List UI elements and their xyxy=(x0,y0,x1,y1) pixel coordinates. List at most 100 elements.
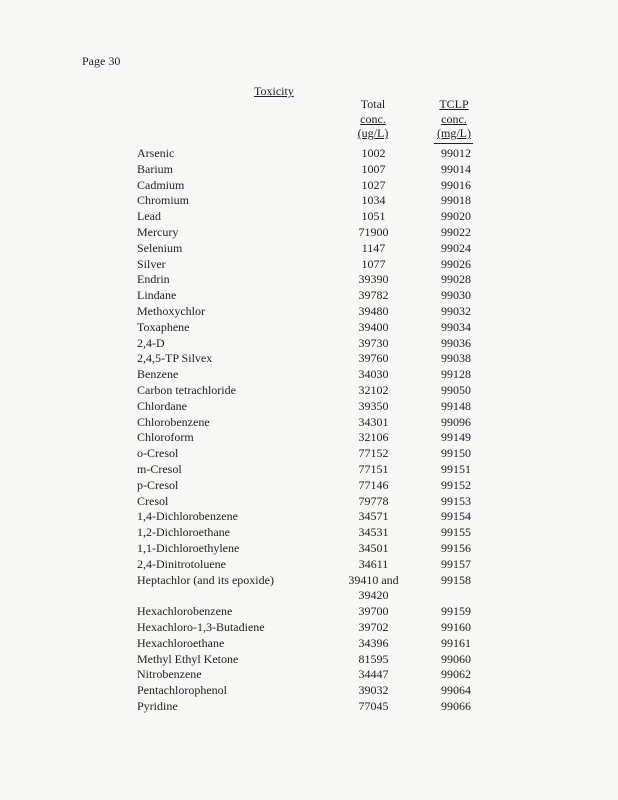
table-row: Mercury 71900 99022 xyxy=(137,225,477,241)
tclp-conc-code: 99016 xyxy=(441,177,471,192)
total-conc-code: 1147 xyxy=(361,240,386,255)
total-conc-code: 39400 xyxy=(358,319,389,334)
constituent-name: p-Cresol xyxy=(137,477,179,492)
total-conc-code: 1051 xyxy=(361,209,386,224)
tclp-conc-code: 99152 xyxy=(441,477,471,492)
tclp-conc-code: 99150 xyxy=(441,446,471,461)
constituent-name: Pyridine xyxy=(137,698,178,713)
table-row: Hexachloroethane 34396 99161 xyxy=(137,636,477,652)
table-row: Pyridine 77045 99066 xyxy=(137,699,477,715)
constituent-name: Chromium xyxy=(137,193,190,208)
tclp-conc-code: 99022 xyxy=(441,224,471,239)
constituent-name: Pentachlorophenol xyxy=(137,683,227,698)
header-line: conc. xyxy=(360,111,386,126)
constituent-name: Mercury xyxy=(137,224,179,239)
table-row: Lindane 39782 99030 xyxy=(137,288,477,304)
table-row: 1,4-Dichlorobenzene 34571 99154 xyxy=(137,509,477,525)
total-conc-code: 79778 xyxy=(358,493,389,508)
constituent-name: Heptachlor (and its epoxide) xyxy=(137,572,274,587)
total-conc-code: 1027 xyxy=(361,177,386,192)
constituent-name: Barium xyxy=(137,161,173,176)
constituent-name: Chlorobenzene xyxy=(137,414,210,429)
tclp-conc-code: 99062 xyxy=(441,667,471,682)
tclp-conc-code: 99149 xyxy=(441,430,471,445)
tclp-conc-code: 99028 xyxy=(441,272,471,287)
tclp-conc-code: 99030 xyxy=(441,288,471,303)
total-conc-code: 34396 xyxy=(358,635,389,650)
header-line: TCLP xyxy=(439,97,469,111)
constituent-name: 2,4-D xyxy=(137,335,165,350)
total-conc-code: 34501 xyxy=(358,540,389,555)
tclp-conc-code: 99064 xyxy=(441,683,471,698)
tclp-conc-code: 99026 xyxy=(441,256,471,271)
table-row: Lead 1051 99020 xyxy=(137,209,477,225)
constituent-name: Carbon tetrachloride xyxy=(137,382,236,397)
table-row: 1,2-Dichloroethane 34531 99155 xyxy=(137,525,477,541)
tclp-conc-code: 99159 xyxy=(441,604,471,619)
tclp-conc-code: 99050 xyxy=(441,382,471,397)
tclp-conc-code: 99158 xyxy=(441,572,471,587)
table-row: Cresol 79778 99153 xyxy=(137,494,477,510)
total-conc-code: 32106 xyxy=(358,430,389,445)
constituent-name: Toxaphene xyxy=(137,319,190,334)
table-row: 39420 xyxy=(137,588,477,604)
tclp-conc-code: 99018 xyxy=(441,193,471,208)
total-conc-code: 32102 xyxy=(358,382,389,397)
total-conc-code: 1034 xyxy=(361,193,386,208)
constituent-name xyxy=(137,588,337,604)
total-conc-code: 39350 xyxy=(358,398,389,413)
table-row: Methoxychlor 39480 99032 xyxy=(137,304,477,320)
total-conc-code: 34531 xyxy=(358,525,389,540)
total-conc-code: 81595 xyxy=(358,651,389,666)
tclp-conc-code: 99038 xyxy=(441,351,471,366)
tclp-conc-code: 99032 xyxy=(441,303,471,318)
constituent-name: Hexachloro-1,3-Butadiene xyxy=(137,619,265,634)
constituent-name: 1,2-Dichloroethane xyxy=(137,525,230,540)
constituent-name: Chloroform xyxy=(137,430,194,445)
constituent-name: 1,4-Dichlorobenzene xyxy=(137,509,238,524)
total-conc-code: 39730 xyxy=(358,335,389,350)
table-row: 1,1-Dichloroethylene 34501 99156 xyxy=(137,541,477,557)
tclp-conc-code: 99154 xyxy=(441,509,471,524)
table-row: Endrin 39390 99028 xyxy=(137,272,477,288)
total-conc-code: 34301 xyxy=(358,414,389,429)
table-row: p-Cresol 77146 99152 xyxy=(137,478,477,494)
tclp-conc-code: 99128 xyxy=(441,367,471,382)
total-conc-code: 39782 xyxy=(358,288,389,303)
constituent-name: Lead xyxy=(137,209,161,224)
tclp-conc-code: 99155 xyxy=(441,525,471,540)
total-conc-code: 77045 xyxy=(358,698,389,713)
page-number: Page 30 xyxy=(82,54,121,68)
constituent-name: Benzene xyxy=(137,367,179,382)
table-row: Carbon tetrachloride 32102 99050 xyxy=(137,383,477,399)
table-row: Barium 1007 99014 xyxy=(137,162,477,178)
total-conc-code: 39420 xyxy=(358,588,389,603)
constituent-name: Hexachlorobenzene xyxy=(137,604,233,619)
total-conc-code: 34611 xyxy=(358,556,389,571)
table-row: o-Cresol 77152 99150 xyxy=(137,446,477,462)
total-conc-code: 39390 xyxy=(358,272,389,287)
table-row: Methyl Ethyl Ketone 81595 99060 xyxy=(137,652,477,668)
header-line: (mg/L) xyxy=(437,126,471,140)
tclp-conc-code: 99096 xyxy=(441,414,471,429)
table-row: Benzene 34030 99128 xyxy=(137,367,477,383)
table-row: Chlordane 39350 99148 xyxy=(137,399,477,415)
constituent-name: Cresol xyxy=(137,493,169,508)
tclp-conc-code xyxy=(410,588,471,604)
total-conc-code: 77146 xyxy=(358,477,389,492)
tclp-conc-code: 99161 xyxy=(441,635,471,650)
table-row: Toxaphene 39400 99034 xyxy=(137,320,477,336)
table-row: Cadmium 1027 99016 xyxy=(137,178,477,194)
header-rule xyxy=(434,143,473,144)
tclp-conc-code: 99034 xyxy=(441,319,471,334)
constituent-name: Nitrobenzene xyxy=(137,667,202,682)
total-conc-code: 1002 xyxy=(361,146,386,160)
tclp-conc-code: 99148 xyxy=(441,398,471,413)
tclp-conc-code: 99160 xyxy=(441,619,471,634)
table-row: Silver 1077 99026 xyxy=(137,257,477,273)
header-line: conc. xyxy=(441,111,467,126)
total-conc-code: 1077 xyxy=(361,256,386,271)
tclp-conc-code: 99060 xyxy=(441,651,471,666)
table-row: 2,4-D 39730 99036 xyxy=(137,336,477,352)
tclp-conc-code: 99024 xyxy=(441,240,471,255)
